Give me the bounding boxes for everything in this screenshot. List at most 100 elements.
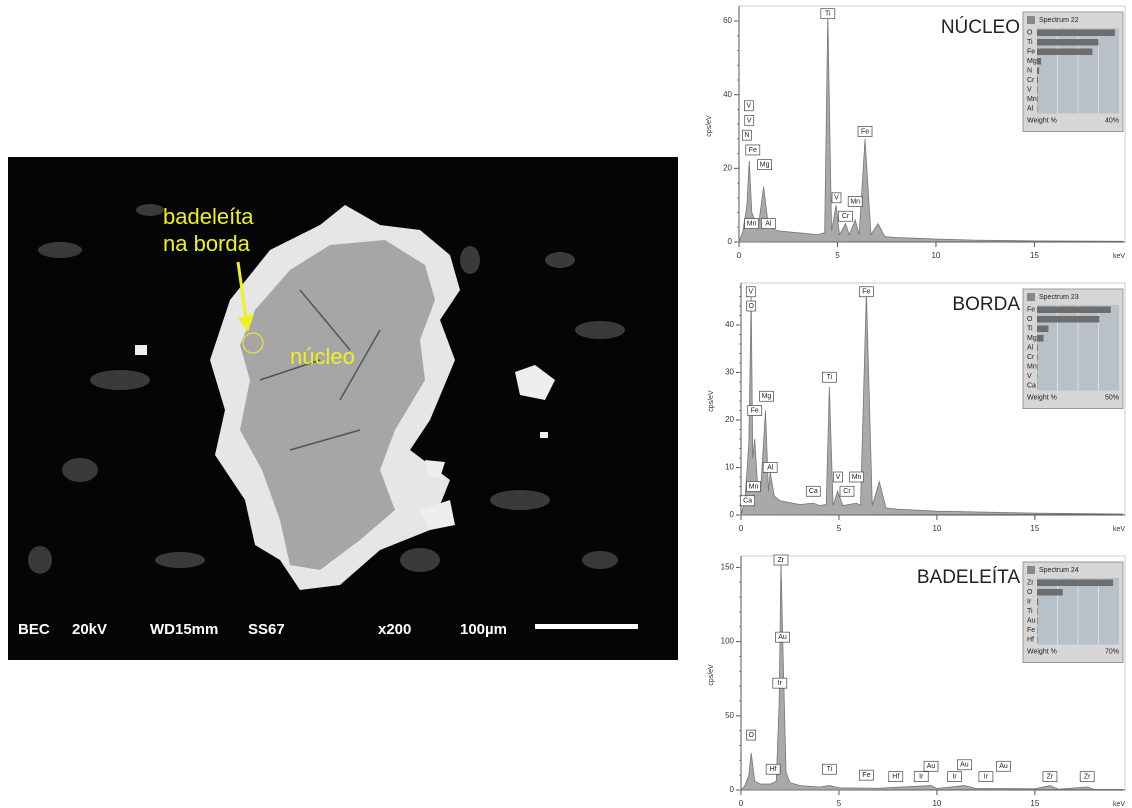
x-tick-label: 5: [837, 799, 842, 808]
peak-label: Fe: [749, 147, 757, 154]
inset-element: V: [1027, 373, 1032, 380]
inset-bar: [1037, 68, 1039, 75]
inset-axis-max: 50%: [1105, 394, 1119, 401]
chart-title: BORDA: [952, 294, 1020, 315]
x-tick-label: 0: [737, 251, 742, 260]
peak-label: Fe: [862, 772, 870, 779]
inset-element: V: [1027, 87, 1032, 94]
inset-bar: [1037, 345, 1038, 352]
peak-label: Ir: [952, 773, 957, 780]
peak-label: Au: [999, 763, 1008, 770]
peak-label: N: [744, 132, 749, 139]
inset-bar: [1037, 49, 1092, 56]
core-label: núcleo: [290, 344, 355, 369]
y-tick-label: 30: [725, 368, 734, 377]
inset-element: O: [1027, 30, 1033, 37]
inset-element: Cr: [1027, 77, 1035, 84]
inset-swatch: [1027, 566, 1035, 574]
y-tick-label: 20: [725, 415, 734, 424]
inset-swatch: [1027, 16, 1035, 24]
inset-axis-max: 70%: [1105, 648, 1119, 655]
peak-label: Mg: [762, 393, 772, 400]
inset-bar: [1037, 58, 1041, 65]
inset-element: Fe: [1027, 627, 1035, 634]
peak-label: Ti: [827, 374, 833, 381]
peak-label: Cr: [842, 213, 850, 220]
x-tick-label: 15: [1030, 524, 1039, 533]
x-axis-label: keV: [1113, 801, 1125, 808]
inset-bar: [1037, 316, 1099, 323]
scale-bar: [535, 624, 638, 629]
peak-label: O: [748, 732, 754, 739]
inset-bar: [1037, 77, 1038, 84]
inset-bar: [1037, 326, 1048, 333]
x-tick-label: 0: [739, 799, 744, 808]
footer-text: 20kV: [72, 621, 107, 638]
peak-label: O: [748, 303, 754, 310]
y-axis-label: cps/eV: [708, 664, 715, 686]
inset-bar: [1037, 39, 1099, 46]
peak-label: Zr: [1084, 773, 1091, 780]
peak-label: Fe: [862, 289, 870, 296]
inset-element: O: [1027, 589, 1033, 596]
inset-element: Mg: [1027, 335, 1037, 342]
figure: badeleíta na borda núcleo BEC 20kV WD15m…: [0, 0, 1132, 808]
peak-label: Ca: [809, 488, 818, 495]
inset-bar: [1037, 599, 1038, 606]
inset-bar: [1037, 618, 1038, 625]
peak-label: Fe: [861, 128, 869, 135]
inset-title: Spectrum 23: [1039, 294, 1079, 301]
peak-label: Au: [960, 762, 969, 769]
peak-label: Au: [927, 763, 936, 770]
y-tick-label: 0: [730, 785, 735, 794]
x-tick-label: 5: [835, 251, 840, 260]
peak-label: Mn: [747, 220, 757, 227]
y-tick-label: 40: [723, 90, 732, 99]
chart-title: BADELEÍTA: [917, 567, 1020, 588]
footer-text: SS67: [248, 621, 285, 638]
peak-label: V: [747, 117, 752, 124]
peak-label: Zr: [778, 557, 785, 564]
inset-element: Mn: [1027, 364, 1037, 371]
peak-label: Ir: [778, 680, 783, 687]
inset-swatch: [1027, 293, 1035, 301]
footer-text: BEC: [18, 621, 50, 638]
x-tick-label: 10: [932, 799, 941, 808]
inset-axis-max: 40%: [1105, 117, 1119, 124]
annotation: badeleíta: [163, 204, 254, 229]
inset-element: Fe: [1027, 49, 1035, 56]
inset-bar: [1037, 30, 1115, 37]
inset-element: Au: [1027, 618, 1036, 625]
peak-label: Ir: [984, 773, 989, 780]
inset-element: Al: [1027, 345, 1034, 352]
peak-label: Mg: [760, 162, 770, 169]
y-tick-label: 0: [728, 237, 733, 246]
inset-title: Spectrum 24: [1039, 567, 1079, 574]
y-tick-label: 10: [725, 463, 734, 472]
page: badeleíta na borda núcleo BEC 20kV WD15m…: [0, 0, 1132, 808]
annotation: na borda: [163, 231, 251, 256]
x-tick-label: 10: [931, 251, 940, 260]
footer-text: WD15mm: [150, 621, 218, 638]
inset-bar: [1037, 96, 1038, 103]
inset-element: Al: [1027, 106, 1034, 113]
x-tick-label: 15: [1030, 251, 1039, 260]
y-axis-label: cps/eV: [708, 390, 715, 412]
inset-element: Mg: [1027, 58, 1037, 65]
peak-label: Zr: [1047, 773, 1054, 780]
inset-element: Mn: [1027, 96, 1037, 103]
peak-label: Mn: [852, 474, 862, 481]
peak-label: V: [748, 289, 753, 296]
inset-element: Ti: [1027, 326, 1033, 333]
x-tick-label: 10: [932, 524, 941, 533]
inset-element: Zr: [1027, 580, 1034, 587]
x-tick-label: 15: [1030, 799, 1039, 808]
x-tick-label: 0: [739, 524, 744, 533]
inset-element: O: [1027, 316, 1033, 323]
inset-element: Ir: [1027, 599, 1032, 606]
inset-element: Cr: [1027, 354, 1035, 361]
peak-label: Ca: [743, 498, 752, 505]
x-tick-label: 5: [837, 524, 842, 533]
peak-label: Hf: [770, 766, 777, 773]
peak-label: Ir: [919, 773, 924, 780]
